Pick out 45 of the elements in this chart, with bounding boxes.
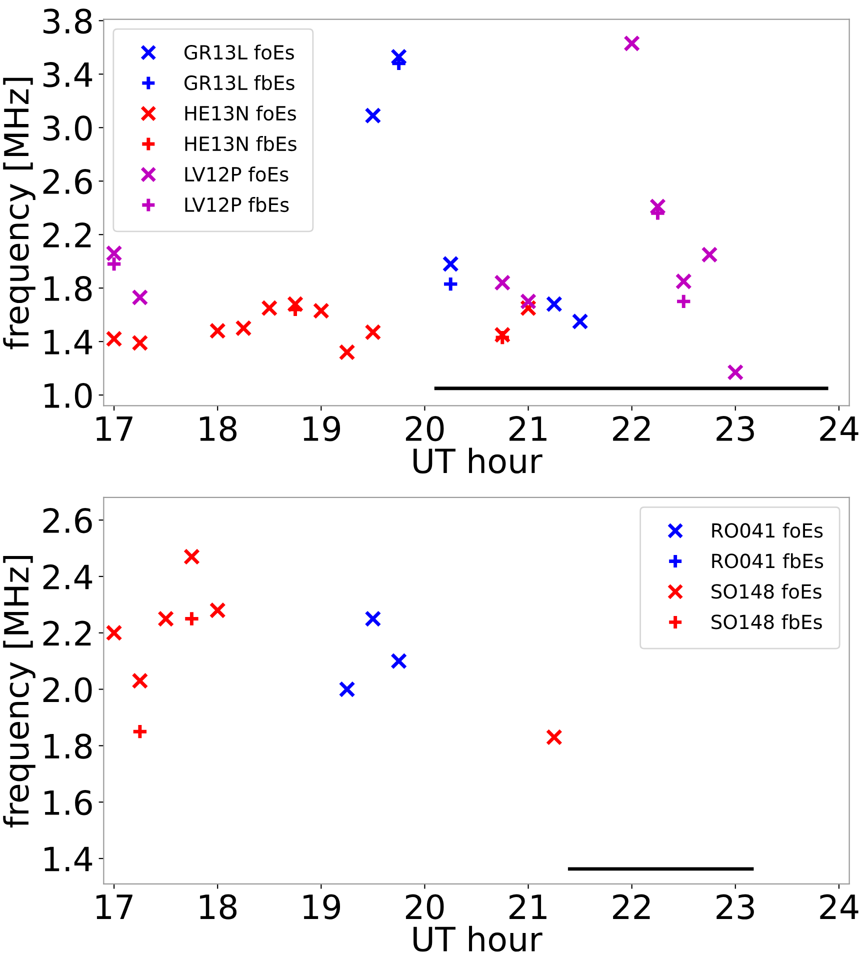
x-tick-label: 24 [820,416,858,441]
x-tick-label: 18 [200,894,237,920]
y-tick-label: 3.8 [43,8,92,34]
x-tick-label: 23 [716,894,754,920]
y-tick-label: 1.4 [44,846,92,872]
y-tick-label: 2.2 [43,620,91,646]
x-tick-label: 18 [200,416,237,442]
x-tick-label: 19 [304,894,340,920]
legend-label: RO041 foEs [712,522,823,538]
y-tick-label: 3.4 [43,62,92,88]
x-tick-label: 17 [96,416,132,441]
y-tick-label: 2.6 [43,169,92,194]
x-tick-label: 24 [820,894,858,919]
x-tick-label: 20 [406,894,444,920]
y-tick-label: 1.8 [44,734,92,759]
y-tick-label: 1.8 [44,276,92,302]
x-tick-label: 17 [96,894,132,919]
y-tick-label: 2.4 [43,564,92,590]
x-tick-label: 19 [304,416,340,442]
legend-label: HE13N fbEs [185,136,296,152]
x-tick-label: 23 [716,416,754,442]
y-tick-label: 2.0 [43,677,92,702]
y-tick-label: 2.6 [43,508,92,534]
x-tick-label: 22 [613,416,650,441]
x-tick-label: 21 [510,894,546,919]
legend-label: SO148 fbEs [712,614,822,630]
legend-label: GR13L fbEs [184,75,294,90]
x-tick-label: 22 [613,894,650,919]
x-axis-title: UT hour [414,926,542,952]
x-axis-title: UT hour [414,448,542,474]
x-tick-label: 21 [510,416,546,441]
y-tick-label: 1.4 [44,330,92,354]
y-axis-title: frequency [MHz] [3,78,36,350]
legend-label: SO148 foEs [712,584,822,599]
legend-label: GR13L foEs [184,44,294,60]
x-tick-label: 20 [406,416,444,442]
y-tick-label: 1.0 [44,382,92,408]
y-axis-title: frequency [MHz] [3,556,36,828]
legend-label: LV12P foEs [185,166,288,182]
legend-label: RO041 fbEs [712,553,824,568]
legend-label: HE13N foEs [185,106,296,121]
legend-label: LV12P fbEs [185,197,289,212]
y-tick-label: 1.6 [44,790,92,816]
y-tick-label: 2.2 [43,222,91,248]
y-tick-label: 3.0 [43,116,92,141]
